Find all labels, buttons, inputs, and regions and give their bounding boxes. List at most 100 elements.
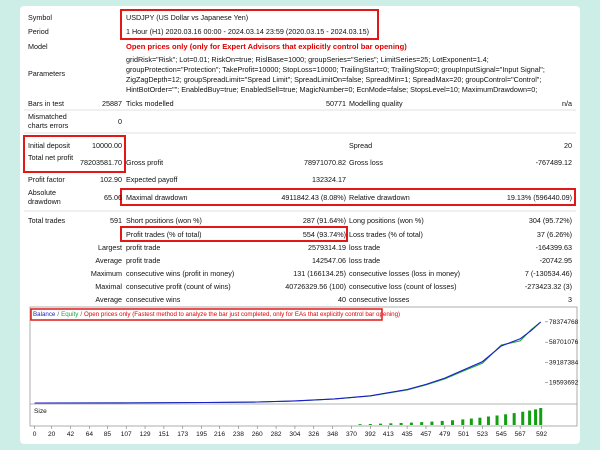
x-tick-label: 107 (121, 431, 132, 438)
report-cell: Maximal (95, 281, 122, 291)
report-cell: 20 (564, 140, 572, 150)
size-bar (430, 421, 434, 425)
report-cell: Maximal drawdown (126, 192, 188, 202)
chart-frame (29, 306, 578, 427)
highlight-box (30, 308, 383, 321)
report-cell: 50771 (326, 98, 346, 108)
size-bar (399, 422, 403, 425)
report-cell: 3 (568, 294, 572, 304)
size-bar (358, 424, 362, 425)
report-cell: 591 (110, 215, 122, 225)
size-bar (379, 423, 383, 425)
report-cell: 142547.06 (312, 255, 346, 265)
legend-entry: Equity (61, 311, 79, 318)
y-tick-label: 58701076 (549, 339, 579, 346)
size-bar (504, 414, 508, 425)
y-tick-label: 78374768 (549, 319, 579, 326)
x-tick-label: 370 (346, 431, 357, 438)
x-tick-label: 20 (48, 431, 56, 438)
size-bar (521, 411, 525, 425)
report-cell: 19.13% (596440.09) (506, 192, 572, 202)
report-cell: Period (28, 26, 49, 36)
size-bar (469, 418, 473, 425)
report-cell: 7 (-130534.46) (524, 268, 572, 278)
x-tick-label: 348 (327, 431, 338, 438)
report-cell: profit trade (126, 255, 161, 265)
report-cell: consecutive wins (profit in money) (126, 268, 235, 278)
x-tick-label: 567 (515, 431, 526, 438)
report-cell: 287 (91.64%) (302, 215, 346, 225)
x-tick-label: 413 (383, 431, 394, 438)
report-cell: -20742.95 (539, 255, 572, 265)
report-cell: Total trades (28, 215, 66, 225)
x-tick-label: 216 (214, 431, 225, 438)
x-tick-label: 64 (86, 431, 94, 438)
x-tick-label: 0 (33, 431, 37, 438)
x-tick-label: 238 (233, 431, 244, 438)
highlight-box (120, 9, 379, 40)
y-tick-label: 39187384 (549, 359, 579, 366)
report-cell: ZigZagDepth=12; groupSpreadLimit="Spread… (126, 74, 542, 84)
report-cell: 0 (118, 116, 122, 126)
report-cell: profit trade (126, 242, 161, 252)
report-cell: 132324.17 (312, 174, 346, 184)
report-cell: Average (95, 255, 122, 265)
report-cell: 40 (338, 294, 346, 304)
report-cell: gridRisk="Risk"; Lot=0.01; RiskOn=true; … (126, 54, 489, 64)
report-cell: consecutive wins (126, 294, 181, 304)
report-cell: -767489.12 (535, 157, 572, 167)
report-cell: Symbol (28, 12, 52, 22)
x-tick-label: 282 (271, 431, 282, 438)
report-cell: -164399.63 (535, 242, 572, 252)
size-bar (368, 423, 372, 425)
report-cell: 10000.00 (92, 140, 122, 150)
report-cell: USDJPY (US Dollar vs Japanese Yen) (126, 12, 249, 22)
x-tick-label: 457 (420, 431, 431, 438)
highlight-box (120, 226, 348, 242)
report-cell: loss trade (349, 242, 381, 252)
series-line (34, 321, 542, 404)
report-cell: 40726329.56 (100) (285, 281, 346, 291)
report-cell: consecutive profit (count of wins) (126, 281, 231, 291)
report-cell: consecutive losses (349, 294, 410, 304)
report-cell: Bars in test (28, 98, 64, 108)
report-cell: -273423.32 (3) (524, 281, 572, 291)
report-cell: 2579314.19 (308, 242, 346, 252)
size-bar (539, 408, 543, 425)
report-cell: Profit trades (% of total) (126, 229, 202, 239)
report-cell: 102.90 (100, 174, 122, 184)
report-cell: consecutive losses (loss in money) (349, 268, 461, 278)
report-cell: 131 (166134.25) (293, 268, 346, 278)
x-tick-label: 129 (140, 431, 151, 438)
x-tick-label: 545 (496, 431, 507, 438)
report-cell: 554 (93.74%) (302, 229, 346, 239)
report-cell: Spread (349, 140, 373, 150)
report-cell: Total net profit (28, 153, 74, 162)
report-cell: Model (28, 41, 48, 51)
highlight-box (23, 135, 126, 173)
report-cell: 1 Hour (H1) 2020.03.16 00:00 - 2024.03.1… (126, 26, 369, 36)
size-bar (486, 416, 490, 425)
legend-entry: Balance (33, 311, 56, 318)
x-tick-label: 501 (458, 431, 469, 438)
size-bar (512, 413, 516, 425)
report-cell: Long positions (won %) (349, 215, 424, 225)
size-bar (478, 417, 482, 425)
y-tick-label: 19593692 (549, 380, 579, 387)
report-cell: Initial deposit (28, 140, 70, 150)
report-cell: 37 (6.26%) (536, 229, 572, 239)
x-tick-label: 326 (308, 431, 319, 438)
legend-entry: / (80, 311, 82, 318)
report-cell: 78203581.70 (80, 157, 122, 167)
report-cell: HintBotOrder=""; EnabledBuy=true; Enable… (126, 84, 538, 94)
x-tick-label: 85 (104, 431, 112, 438)
report-cell: Ticks modelled (126, 98, 174, 108)
legend-entry: Open prices only (Fastest method to anal… (84, 311, 400, 318)
x-tick-label: 523 (477, 431, 488, 438)
report-cell: 4911842.43 (8.08%) (281, 192, 346, 202)
x-tick-label: 42 (67, 431, 75, 438)
x-tick-label: 435 (402, 431, 413, 438)
report-cell: Short positions (won %) (126, 215, 202, 225)
x-tick-label: 173 (177, 431, 188, 438)
